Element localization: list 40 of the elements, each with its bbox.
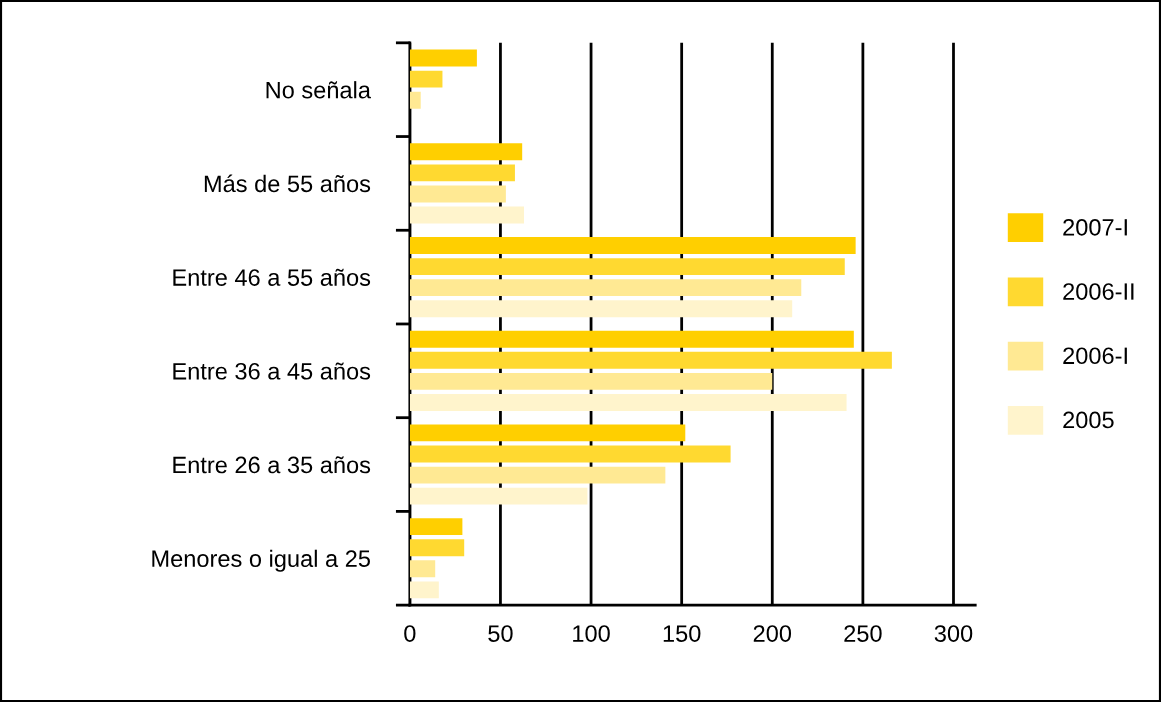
x-tick-label: 150 [663, 625, 701, 642]
x-tick-label: 50 [488, 625, 513, 642]
y-tick-label: No señala [266, 81, 371, 99]
bar [409, 330, 854, 348]
bar [409, 70, 443, 88]
y-tick-label: Entre 26 a 35 años [173, 456, 371, 474]
bar [409, 206, 524, 224]
bar [409, 466, 666, 484]
x-tick-label: 100 [573, 625, 610, 642]
bar [409, 424, 686, 442]
bar [409, 237, 856, 254]
bar [409, 372, 773, 390]
bar [409, 539, 465, 557]
legend-label: 2007-I [1063, 218, 1127, 236]
legend-label: 2005 [1063, 411, 1114, 429]
y-tick-label: Más de 55 años [204, 174, 371, 193]
x-tick-label: 250 [844, 625, 882, 642]
legend-label: 2006-I [1063, 347, 1127, 365]
bar [409, 560, 436, 578]
bar [409, 518, 463, 536]
bar [409, 581, 439, 599]
bar [409, 143, 523, 161]
bar [409, 258, 845, 276]
bar [409, 279, 802, 297]
bar [409, 91, 421, 109]
legend-label: 2006-II [1063, 283, 1134, 300]
bar [409, 445, 731, 463]
x-tick-label: 200 [753, 625, 792, 642]
bar [409, 351, 892, 369]
y-tick-label: Menores o igual a 25 [152, 549, 370, 572]
bar [409, 164, 515, 182]
bar [409, 394, 847, 411]
bar [409, 487, 588, 505]
x-tick-label: 300 [934, 625, 973, 642]
bar [409, 49, 477, 67]
y-tick-label: Entre 46 a 55 años [173, 268, 371, 286]
bar [409, 300, 793, 318]
x-tick-label: 0 [404, 625, 416, 642]
y-tick-label: Entre 36 a 45 años [173, 362, 371, 380]
bar [409, 185, 506, 203]
